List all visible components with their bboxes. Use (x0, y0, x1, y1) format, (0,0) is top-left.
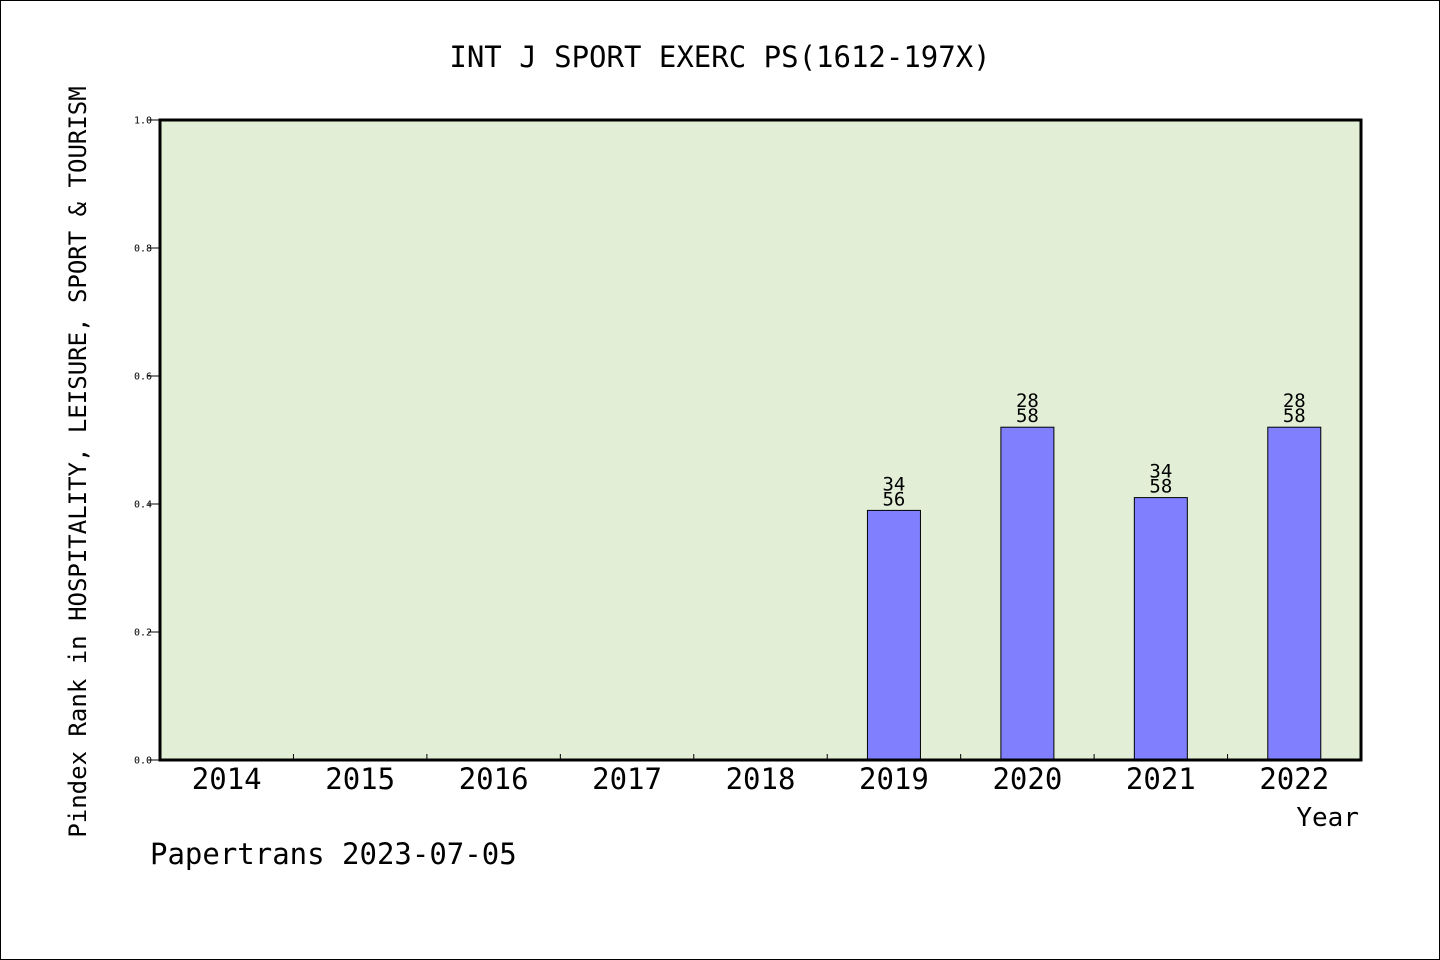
bar-label-rank: 34 (1149, 461, 1172, 483)
y-tick-label: 0.6 (134, 372, 152, 383)
x-tick-label: 2022 (1259, 762, 1329, 796)
y-tick-label: 0.4 (134, 500, 152, 511)
y-tick-label: 1.0 (134, 116, 152, 127)
bar-2020 (1000, 426, 1055, 761)
bar-label-rank: 28 (1016, 390, 1039, 412)
x-tick-label: 2017 (592, 762, 662, 796)
y-axis: 0.0 0.2 0.4 0.6 0.8 1.0 (134, 116, 160, 767)
x-tick-label: 2014 (192, 762, 262, 796)
chart-title: INT J SPORT EXERC PS(1612-197X) (449, 40, 990, 74)
x-tick-label: 2016 (459, 762, 529, 796)
x-tick-label: 2020 (992, 762, 1062, 796)
bar-label-total: 58 (1149, 476, 1172, 498)
x-tick-label: 2018 (726, 762, 796, 796)
bar-label-rank: 34 (882, 473, 905, 495)
plot-border (158, 118, 1363, 762)
bar-label-rank: 28 (1283, 390, 1306, 412)
bar-2022 (1267, 426, 1322, 761)
x-tick-label: 2019 (859, 762, 929, 796)
y-axis-label: Pindex Rank in HOSPITALITY, LEISURE, SPO… (64, 86, 92, 837)
x-tick-label: 2015 (325, 762, 395, 796)
x-tick-label: 2021 (1126, 762, 1196, 796)
bar-label-total: 58 (1016, 405, 1039, 427)
bar-2019 (866, 509, 921, 761)
footer-text: Papertrans 2023-07-05 (150, 837, 517, 871)
y-tick-label: 0.8 (134, 244, 152, 255)
bar-label-total: 58 (1283, 405, 1306, 427)
bar-label-total: 56 (882, 488, 905, 510)
bars-group (866, 426, 1322, 761)
bar-2021 (1133, 497, 1188, 761)
x-axis: 2014 2015 2016 2017 2018 2019 2020 2021 2022 (192, 754, 1329, 796)
x-axis-label: Year (1296, 803, 1359, 833)
y-tick-label: 0.2 (134, 628, 152, 639)
y-tick-label: 0.0 (134, 756, 152, 767)
